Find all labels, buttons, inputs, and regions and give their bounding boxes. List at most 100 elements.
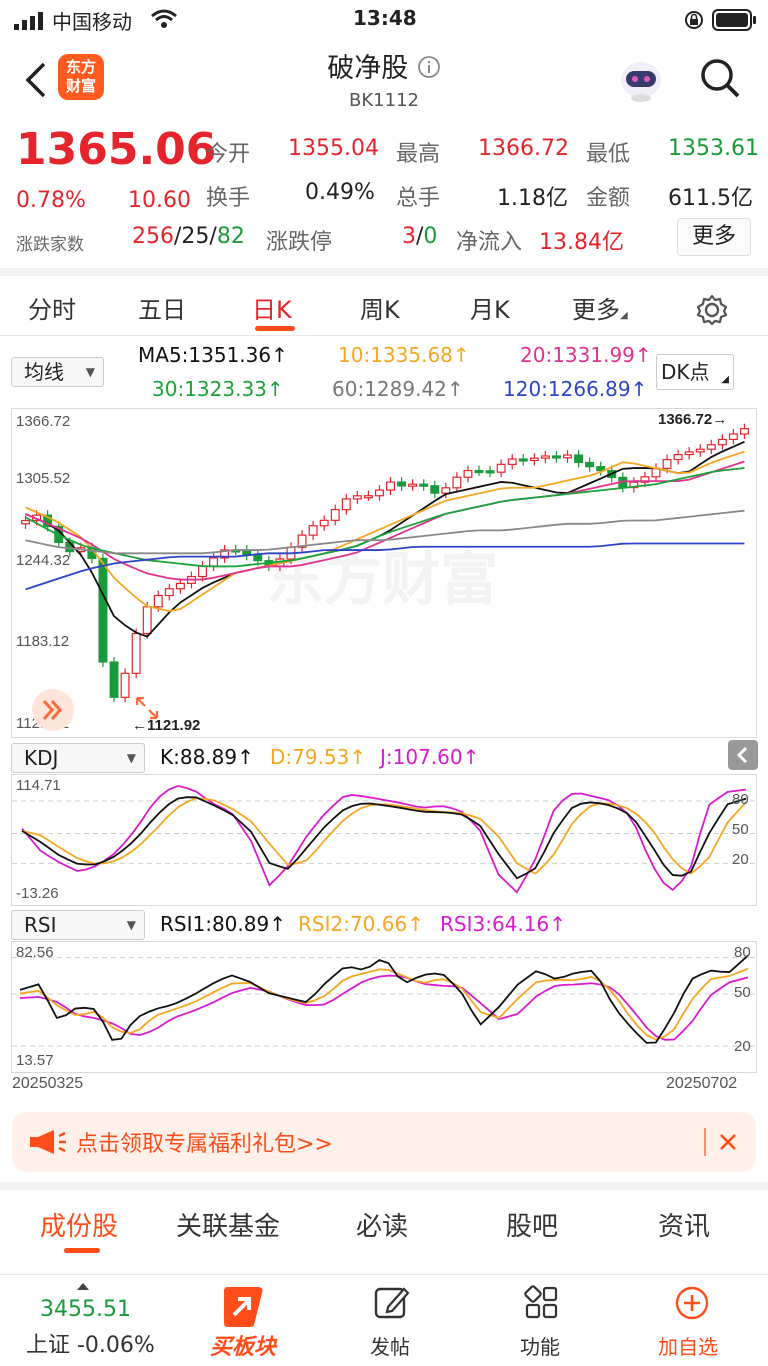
tab-must-read[interactable]: 必读	[356, 1212, 409, 1242]
robot-assistant-icon[interactable]	[614, 54, 668, 104]
fullscreen-icon[interactable]	[134, 695, 160, 721]
post-label[interactable]: 发帖	[370, 1335, 410, 1359]
add-favorite-icon[interactable]	[674, 1285, 710, 1321]
collapse-side-button[interactable]	[728, 740, 758, 770]
more-quote-button[interactable]: 更多	[677, 218, 751, 256]
candle-body	[463, 469, 473, 478]
tab-daily-k[interactable]: 日K	[252, 296, 292, 324]
indicator-select-kdj[interactable]: KDJ ▼	[11, 743, 145, 773]
candle-body	[164, 588, 174, 597]
clock: 13:48	[353, 6, 417, 30]
status-bar: 中国移动 13:48	[0, 0, 768, 40]
candle-body	[153, 594, 163, 608]
close-icon[interactable]	[716, 1130, 740, 1154]
candle-body	[485, 470, 495, 474]
active-tab-underline	[255, 326, 295, 331]
candle-body	[728, 433, 738, 440]
candle-body	[518, 458, 528, 462]
indicator-select-ma[interactable]: 均线 ▼	[11, 357, 104, 387]
kdj-d-line	[21, 797, 747, 875]
double-chevron-icon	[42, 700, 63, 720]
candle-body	[474, 469, 484, 474]
candle-body	[706, 444, 716, 450]
kdj-y-bottom: -13.26	[16, 885, 59, 902]
candle-body	[441, 487, 451, 494]
candle-body	[142, 606, 152, 635]
ma10-value: 10:1335.68↑	[338, 343, 470, 367]
megaphone-icon	[30, 1130, 66, 1154]
candle-body	[640, 476, 650, 483]
candle-body	[574, 454, 584, 464]
kdj-level-80: 80	[732, 791, 749, 808]
info-icon[interactable]	[417, 55, 441, 79]
candle-body	[352, 495, 362, 500]
promo-banner[interactable]: 点击领取专属福利礼包>>	[12, 1112, 756, 1172]
candle-body	[341, 498, 351, 511]
candlestick-canvas: 东方财富	[21, 423, 749, 703]
board-code: BK1112	[349, 90, 419, 111]
edit-post-icon[interactable]	[374, 1285, 410, 1321]
index-label[interactable]: 上证 -0.06%	[26, 1333, 155, 1358]
rsi3-line	[19, 974, 749, 1041]
open-label: 今开	[206, 142, 251, 167]
expand-up-icon[interactable]	[76, 1281, 90, 1291]
tab-constituents[interactable]: 成份股	[40, 1212, 119, 1242]
index-value[interactable]: 3455.51	[40, 1297, 131, 1322]
rsi1-line	[19, 954, 749, 1044]
rsi-y-bottom: 13.57	[16, 1052, 54, 1069]
ma120-line	[25, 542, 745, 591]
change-value: 10.60	[128, 188, 191, 213]
adv-dec-values: 256/25/82	[132, 224, 245, 249]
expand-left-button[interactable]	[32, 689, 74, 731]
page-title: 破净股	[327, 53, 409, 84]
tab-five-day[interactable]: 五日	[138, 296, 186, 324]
candle-body	[684, 451, 694, 456]
back-icon[interactable]	[22, 60, 50, 100]
kdj-level-50: 50	[732, 821, 749, 838]
buy-board-button[interactable]: 买板块	[210, 1281, 322, 1366]
tab-weekly-k[interactable]: 周K	[360, 296, 400, 324]
tab-more[interactable]: 更多◢	[572, 296, 628, 324]
watermark: 东方财富	[266, 547, 498, 612]
tab-monthly-k[interactable]: 月K	[470, 296, 510, 324]
candle-body	[529, 457, 539, 462]
tab-intraday[interactable]: 分时	[28, 296, 76, 324]
candle-body	[540, 455, 550, 459]
kdj-d-value: D:79.53↑	[270, 745, 367, 769]
candle-body	[408, 483, 418, 487]
chevron-left-icon	[736, 746, 748, 764]
y-tick-label: 1366.72	[16, 413, 71, 430]
rotation-lock-icon	[685, 11, 703, 29]
ma120-value: 120:1266.89↑	[503, 377, 648, 401]
rsi-chart[interactable]: 82.56 13.57 80 50 20	[11, 941, 757, 1073]
indicator-select-rsi[interactable]: RSI ▼	[11, 910, 145, 940]
ma20-value: 20:1331.99↑	[520, 343, 652, 367]
function-grid-icon[interactable]	[524, 1285, 560, 1321]
function-label[interactable]: 功能	[520, 1335, 560, 1359]
turnover-value: 0.49%	[305, 180, 375, 205]
signal-icon	[14, 12, 43, 30]
carrier-name: 中国移动	[52, 10, 132, 34]
tab-forum[interactable]: 股吧	[506, 1212, 559, 1242]
tab-related-funds[interactable]: 关联基金	[176, 1212, 281, 1242]
rsi2-value: RSI2:70.66↑	[298, 912, 424, 936]
dk-point-button[interactable]: DK点 ◢	[656, 354, 734, 390]
candle-body	[308, 525, 318, 536]
ma60-line	[25, 509, 745, 555]
candle-body	[596, 466, 606, 472]
kdj-level-20: 20	[732, 851, 749, 868]
period-tabs: 分时 五日 日K 周K 月K 更多◢	[0, 268, 768, 336]
candle-body	[98, 557, 108, 663]
ma5-value: MA5:1351.36↑	[138, 343, 288, 367]
settings-gear-icon[interactable]	[696, 294, 728, 326]
candle-body	[662, 458, 672, 469]
candlestick-chart[interactable]: 东方财富 1366.72 1305.52 1244.32 1183.12 112…	[11, 408, 757, 738]
search-icon[interactable]	[698, 56, 742, 100]
add-favorite-label[interactable]: 加自选	[658, 1335, 718, 1359]
candle-body	[198, 565, 207, 578]
battery-icon	[712, 9, 756, 31]
tab-news[interactable]: 资讯	[658, 1212, 711, 1242]
header: 东方 财富 破净股 BK1112	[0, 40, 768, 120]
candle-body	[330, 509, 340, 521]
kdj-chart[interactable]: 114.71 -13.26 80 50 20	[11, 774, 757, 906]
